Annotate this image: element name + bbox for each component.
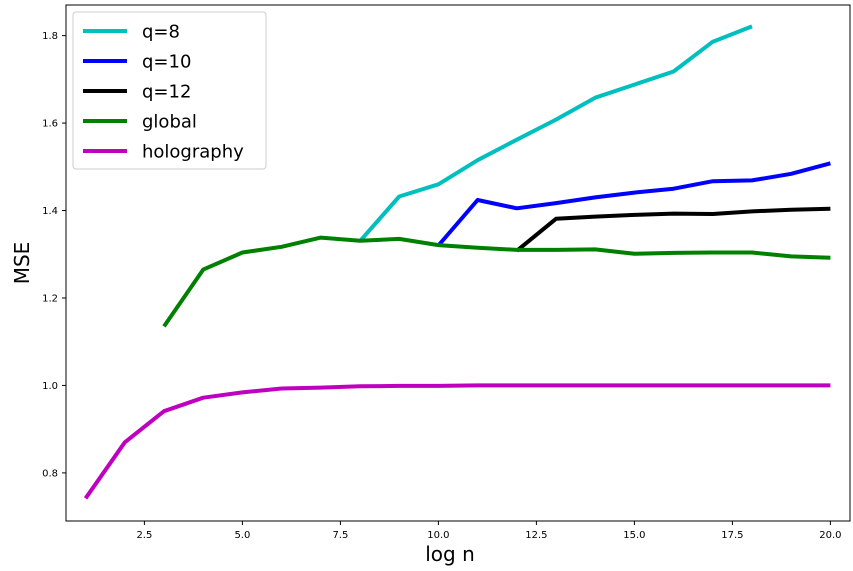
y-tick-label: 0.8 bbox=[42, 468, 58, 479]
legend-label-4: holography bbox=[142, 142, 244, 163]
y-tick-label: 1.0 bbox=[42, 381, 58, 392]
series-line-3 bbox=[162, 235, 831, 328]
series-line-0 bbox=[358, 24, 753, 243]
series-line-4 bbox=[83, 383, 831, 500]
x-tick-label: 15.0 bbox=[623, 530, 645, 541]
legend: q=8 q=10 q=12 global holography bbox=[72, 11, 267, 170]
legend-label-3: global bbox=[142, 112, 197, 133]
series-line-2 bbox=[515, 206, 831, 253]
legend-label-2: q=12 bbox=[142, 82, 191, 103]
legend-label-0: q=8 bbox=[142, 22, 180, 43]
legend-box bbox=[72, 11, 267, 170]
series-line-1 bbox=[436, 161, 831, 247]
x-tick-label: 12.5 bbox=[525, 530, 547, 541]
x-tick-label: 7.5 bbox=[332, 530, 348, 541]
series-lines bbox=[83, 24, 831, 500]
y-tick-label: 1.2 bbox=[42, 293, 58, 304]
x-tick-label: 5.0 bbox=[234, 530, 250, 541]
y-tick-label: 1.4 bbox=[42, 206, 58, 217]
y-tick-label: 1.6 bbox=[42, 119, 58, 130]
x-tick-label: 17.5 bbox=[721, 530, 743, 541]
x-tick-label: 20.0 bbox=[819, 530, 841, 541]
plot-frame bbox=[65, 4, 851, 522]
y-axis-title: MSE bbox=[10, 242, 34, 285]
y-tick-label: 1.8 bbox=[42, 31, 58, 42]
y-axis-ticks: 0.8 1.0 1.2 1.4 1.6 1.8 bbox=[42, 31, 66, 479]
x-axis-title: log n bbox=[425, 542, 475, 566]
legend-label-1: q=10 bbox=[142, 52, 191, 73]
x-tick-label: 2.5 bbox=[136, 530, 152, 541]
x-tick-label: 10.0 bbox=[427, 530, 449, 541]
x-axis-ticks: 2.5 5.0 7.5 10.0 12.5 15.0 17.5 20.0 bbox=[136, 521, 842, 541]
